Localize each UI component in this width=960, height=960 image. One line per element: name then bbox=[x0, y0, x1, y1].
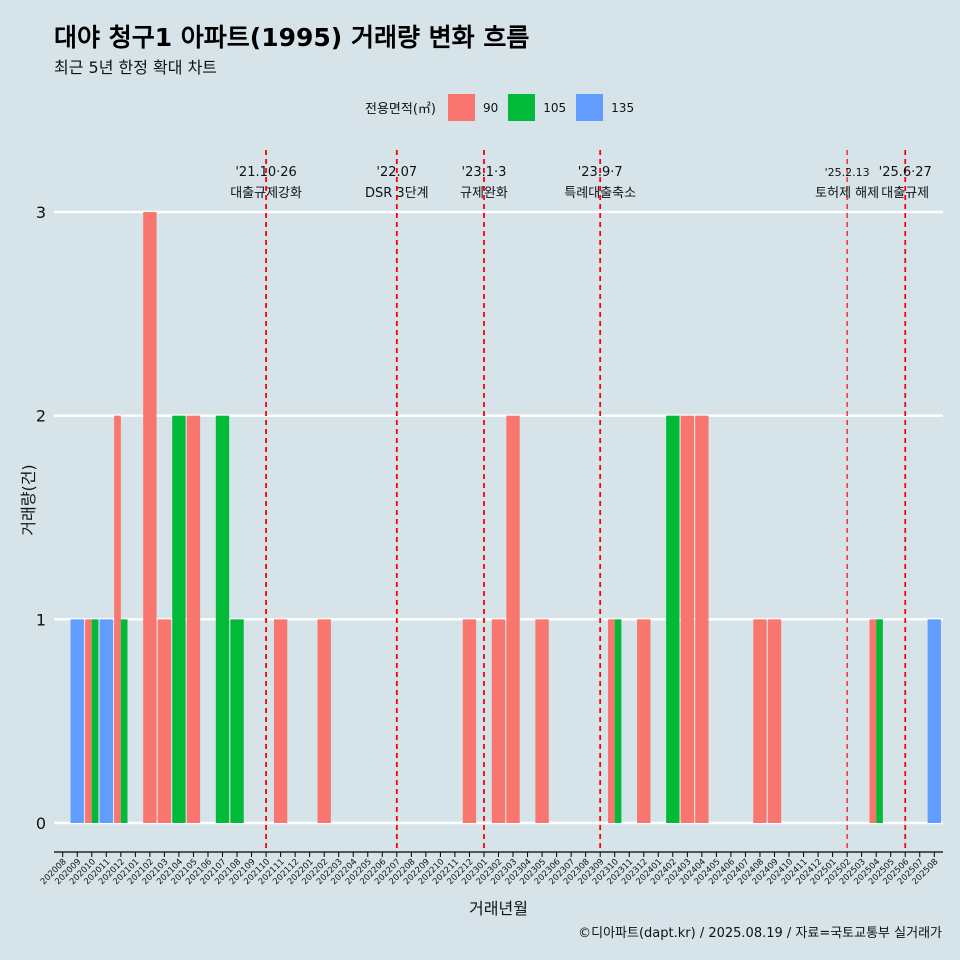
bar-90-202403 bbox=[680, 415, 695, 823]
annotation-label-202301: 규제완화 bbox=[460, 186, 508, 201]
legend: 전용면적(㎡) 90 105 135 bbox=[365, 94, 638, 121]
annotation-date-202506: '25.6·27 bbox=[879, 165, 932, 180]
annotation-date-202301: '23.1·3 bbox=[462, 165, 507, 180]
bar-90-202312 bbox=[637, 619, 651, 823]
annotation-date-202110: '21.10·26 bbox=[235, 165, 296, 180]
y-tick-label: 2 bbox=[36, 407, 46, 426]
annotation-label-202207: DSR 3단계 bbox=[365, 186, 429, 201]
bar-90-202202 bbox=[317, 619, 331, 823]
y-tick-label: 1 bbox=[36, 610, 46, 629]
x-axis-title: 거래년월 bbox=[469, 899, 528, 918]
legend-item-90: 90 bbox=[447, 94, 499, 121]
legend-label-90: 90 bbox=[482, 100, 499, 115]
annotation-date-202207: '22.07 bbox=[376, 165, 417, 180]
chart-title: 대야 청구1 아파트(1995) 거래량 변화 흐름 bbox=[54, 23, 530, 52]
bar-105-202504 bbox=[876, 619, 883, 823]
bar-90-202212 bbox=[462, 619, 477, 823]
chart-subtitle: 최근 5년 한정 확대 차트 bbox=[54, 58, 218, 77]
bar-90-202303 bbox=[506, 415, 520, 823]
bar-90-202409 bbox=[767, 619, 782, 823]
legend-item-135: 135 bbox=[576, 94, 634, 121]
source-caption: ©디아파트(dapt.kr) / 2025.08.19 / 자료=국토교통부 실… bbox=[578, 926, 942, 941]
bar-105-202108 bbox=[230, 619, 244, 823]
annotation-label-202502: 토허제 해제 bbox=[815, 186, 879, 201]
y-tick-label: 0 bbox=[36, 814, 46, 833]
bar-90-202404 bbox=[695, 415, 709, 823]
bar-90-202302 bbox=[491, 619, 506, 823]
bar-90-202504 bbox=[869, 619, 877, 823]
bar-90-202105 bbox=[186, 415, 201, 823]
legend-item-105: 105 bbox=[508, 94, 566, 121]
y-axis-title: 거래량(건) bbox=[19, 464, 38, 535]
bar-135-202011 bbox=[99, 619, 113, 823]
legend-label-105: 105 bbox=[543, 100, 567, 115]
legend-label-135: 135 bbox=[611, 100, 635, 115]
annotation-label-202110: 대출규제강화 bbox=[230, 186, 302, 201]
bar-90-202012 bbox=[114, 415, 121, 823]
y-tick-label: 3 bbox=[36, 203, 46, 222]
annotation-label-202506: 대출규제 bbox=[881, 186, 929, 201]
bar-105-202104 bbox=[172, 415, 186, 823]
legend-swatch-90 bbox=[447, 94, 475, 121]
legend-title: 전용면적(㎡) bbox=[365, 102, 436, 117]
bar-105-202402 bbox=[666, 415, 680, 823]
bar-105-202107 bbox=[215, 415, 230, 823]
bar-90-202010 bbox=[85, 619, 92, 823]
bar-90-202310 bbox=[608, 619, 615, 823]
annotation-date-202309: '23.9·7 bbox=[578, 165, 623, 180]
annotation-label-202309: 특례대출축소 bbox=[564, 186, 636, 201]
legend-swatch-105 bbox=[508, 94, 536, 121]
bar-90-202408 bbox=[753, 619, 767, 823]
bar-135-202508 bbox=[927, 619, 941, 823]
bar-90-202103 bbox=[157, 619, 172, 823]
bar-135-202009 bbox=[70, 619, 84, 823]
legend-swatch-135 bbox=[576, 94, 604, 121]
bar-90-202111 bbox=[273, 619, 288, 823]
bar-105-202010 bbox=[91, 619, 99, 823]
bar-105-202310 bbox=[614, 619, 622, 823]
annotation-date-202502: '25.2.13 bbox=[825, 166, 870, 179]
bar-105-202012 bbox=[120, 619, 128, 823]
bar-90-202305 bbox=[535, 619, 549, 823]
bar-90-202102 bbox=[143, 212, 157, 823]
